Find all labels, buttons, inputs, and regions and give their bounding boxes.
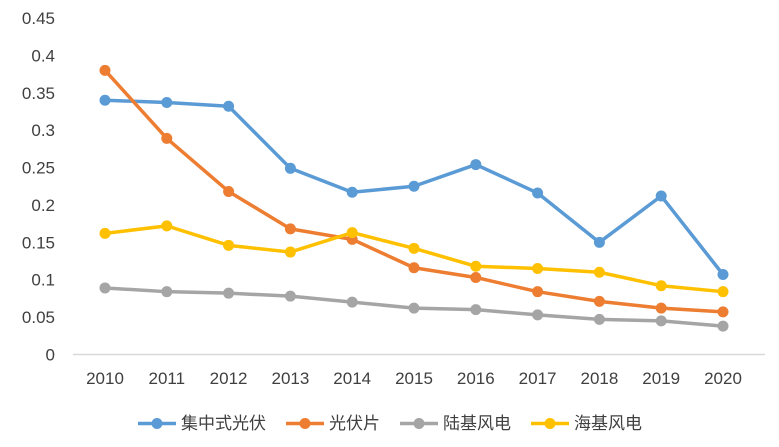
data-point-marker-icon: [284, 290, 296, 302]
legend: 集中式光伏 光伏片 陆基风电 海基风电: [0, 402, 779, 444]
data-point-marker-icon: [655, 302, 667, 314]
x-axis-tick-label: 2020: [704, 369, 742, 388]
legend-label: 光伏片: [329, 413, 380, 433]
x-axis-tick-label: 2010: [86, 369, 124, 388]
series-海基风电: [99, 220, 729, 298]
data-point-marker-icon: [161, 220, 173, 232]
x-axis-tick-label: 2019: [642, 369, 680, 388]
plot-area: 0 0.05 0.1 0.15 0.2 0.25 0.3 0.35 0.4 0.45 2010 201…: [22, 9, 765, 388]
data-point-marker-icon: [223, 100, 235, 112]
data-point-marker-icon: [532, 187, 544, 199]
x-axis-tick-label: 2015: [395, 369, 433, 388]
legend-item-集中式光伏: 集中式光伏: [137, 415, 266, 432]
x-axis-tick-label: 2013: [271, 369, 309, 388]
series-陆基风电: [99, 282, 729, 332]
y-axis-tick-label: 0.2: [31, 196, 55, 215]
y-axis-tick-label: 0.35: [22, 84, 55, 103]
legend-line-marker-icon: [138, 417, 176, 429]
x-axis-tick-label: 2014: [333, 369, 371, 388]
data-point-marker-icon: [532, 309, 544, 321]
data-point-marker-icon: [593, 295, 605, 307]
y-axis-tick-label: 0.3: [31, 121, 55, 140]
data-point-marker-icon: [284, 246, 296, 258]
data-point-marker-icon: [223, 239, 235, 251]
y-axis-tick-label: 0: [46, 346, 55, 365]
data-point-marker-icon: [223, 287, 235, 299]
data-point-marker-icon: [99, 282, 111, 294]
data-point-marker-icon: [532, 286, 544, 298]
data-point-marker-icon: [470, 159, 482, 171]
data-point-marker-icon: [655, 315, 667, 327]
data-point-marker-icon: [470, 304, 482, 316]
series-集中式光伏: [99, 94, 729, 280]
data-point-marker-icon: [470, 271, 482, 283]
y-axis-tick-label: 0.05: [22, 308, 55, 327]
legend-item-海基风电: 海基风电: [530, 415, 642, 432]
x-axis-tick-label: 2017: [519, 369, 557, 388]
legend-label: 海基风电: [574, 413, 642, 433]
data-point-marker-icon: [593, 266, 605, 278]
data-point-marker-icon: [99, 64, 111, 76]
data-point-marker-icon: [717, 268, 729, 280]
x-axis-tick-label: 2016: [457, 369, 495, 388]
data-point-marker-icon: [717, 286, 729, 298]
legend-line-marker-icon: [531, 417, 569, 429]
legend-item-光伏片: 光伏片: [285, 415, 380, 432]
legend-line-marker-icon: [286, 417, 324, 429]
data-point-marker-icon: [717, 306, 729, 318]
y-axis-tick-label: 0.25: [22, 159, 55, 178]
legend-label: 集中式光伏: [181, 413, 266, 433]
y-axis-tick-label: 0.45: [22, 9, 55, 28]
data-point-marker-icon: [284, 162, 296, 174]
data-point-marker-icon: [346, 296, 358, 308]
data-point-marker-icon: [408, 242, 420, 254]
data-point-marker-icon: [593, 313, 605, 325]
y-axis-tick-label: 0.15: [22, 233, 55, 252]
data-point-marker-icon: [161, 96, 173, 108]
data-point-marker-icon: [161, 286, 173, 298]
data-point-marker-icon: [470, 260, 482, 272]
data-point-marker-icon: [284, 223, 296, 235]
legend-label: 陆基风电: [443, 413, 511, 433]
series-line: [103, 224, 725, 294]
data-point-marker-icon: [408, 180, 420, 192]
data-point-marker-icon: [408, 302, 420, 314]
data-point-marker-icon: [408, 262, 420, 274]
data-point-marker-icon: [655, 280, 667, 292]
x-axis-tick-label: 2012: [210, 369, 248, 388]
x-axis-tick-label: 2018: [580, 369, 618, 388]
data-point-marker-icon: [593, 236, 605, 248]
y-axis-tick-label: 0.4: [31, 46, 55, 65]
data-point-marker-icon: [346, 227, 358, 239]
data-point-marker-icon: [346, 186, 358, 198]
y-axis-tick-label: 0.1: [31, 271, 55, 290]
data-point-marker-icon: [532, 263, 544, 275]
legend-line-marker-icon: [400, 417, 438, 429]
x-axis-tick-label: 2011: [149, 369, 186, 388]
data-point-marker-icon: [655, 190, 667, 202]
data-point-marker-icon: [99, 94, 111, 106]
data-point-marker-icon: [223, 185, 235, 197]
data-point-marker-icon: [161, 132, 173, 144]
legend-item-陆基风电: 陆基风电: [399, 415, 511, 432]
data-point-marker-icon: [717, 320, 729, 332]
data-point-marker-icon: [99, 227, 111, 239]
